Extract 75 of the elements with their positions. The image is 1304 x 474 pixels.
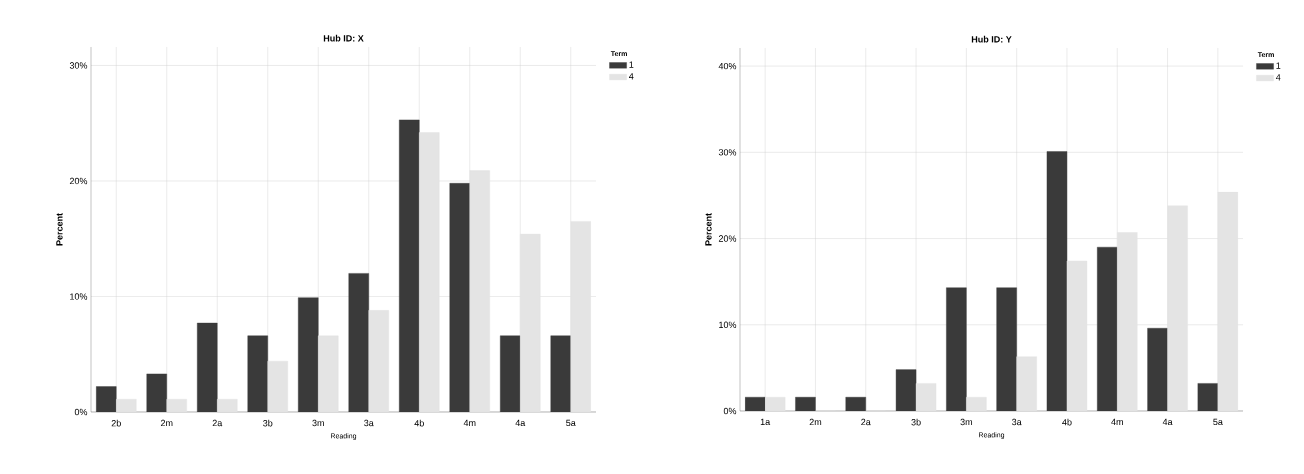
x-tick-label: 2a [861, 418, 871, 426]
bar [1197, 383, 1219, 411]
bar [318, 335, 339, 412]
x-tick-label: 3a [364, 419, 374, 427]
x-tick-label: 3m [960, 418, 973, 426]
bar [845, 397, 866, 411]
y-tick-label: 0% [723, 407, 737, 415]
x-tick-label: 2m [160, 419, 173, 427]
bar [217, 399, 238, 412]
chart-title: Hub ID: X [323, 34, 364, 42]
x-tick-label: 2m [809, 418, 822, 426]
bar [96, 386, 117, 412]
x-tick-label: 4b [414, 419, 424, 427]
x-tick-label: 3a [1012, 418, 1022, 426]
x-tick-label: 4b [1062, 418, 1072, 426]
bar [1217, 191, 1239, 411]
bar [419, 132, 440, 412]
bar [247, 335, 268, 412]
bar [744, 397, 766, 411]
y-axis-title: Percent [705, 213, 712, 246]
bar [966, 397, 987, 411]
bar [946, 287, 967, 411]
bar [1147, 328, 1168, 411]
x-tick-label: 4m [1111, 418, 1123, 425]
bar [1097, 246, 1118, 411]
bar [550, 335, 571, 412]
bar [996, 287, 1017, 411]
bar [915, 383, 937, 411]
x-tick-label: 1a [760, 418, 771, 426]
bar [469, 170, 490, 412]
bar [197, 322, 218, 412]
bar [399, 119, 420, 412]
bar [267, 360, 288, 412]
bar [298, 297, 319, 412]
bar [146, 373, 167, 412]
bar [348, 273, 369, 412]
y-tick-label: 20% [718, 235, 737, 242]
chart-title: Hub ID: Y [971, 35, 1012, 43]
bar [116, 399, 137, 412]
y-tick-label: 30% [718, 149, 737, 156]
bar [570, 221, 591, 412]
x-tick-label: 4a [1162, 418, 1173, 426]
bar [368, 310, 389, 412]
bar [449, 183, 470, 412]
bar [500, 335, 521, 412]
y-tick-label: 30% [69, 62, 88, 69]
y-tick-label: 10% [719, 321, 737, 328]
bar [520, 233, 541, 412]
x-tick-label: 3m [312, 419, 324, 427]
x-tick-label: 5a [566, 419, 576, 427]
bar [1167, 205, 1188, 411]
bar [1016, 356, 1037, 411]
x-tick-label: 5a [1213, 418, 1223, 426]
y-tick-label: 20% [69, 177, 88, 185]
bar [1046, 151, 1068, 411]
x-tick-label: 2a [212, 419, 223, 427]
y-tick-label: 40% [718, 62, 737, 70]
x-tick-label: 4a [515, 419, 526, 427]
bar [764, 397, 786, 411]
legend-label: 1 [629, 61, 634, 68]
x-tick-label: 3b [911, 418, 921, 426]
y-tick-label: 10% [70, 293, 88, 300]
legend-label: 1 [1276, 62, 1281, 69]
bar [795, 397, 816, 411]
y-tick-label: 0% [74, 408, 88, 416]
legend-label: 4 [628, 73, 634, 80]
x-tick-label: 3b [263, 419, 273, 427]
x-tick-label: 4m [463, 419, 476, 426]
x-tick-label: 2b [111, 419, 121, 427]
y-axis-title: Percent [56, 213, 63, 246]
bar [166, 399, 187, 412]
bar [895, 369, 917, 411]
bar [1117, 232, 1138, 411]
legend-label: 4 [1275, 74, 1281, 81]
bar [1066, 260, 1088, 411]
